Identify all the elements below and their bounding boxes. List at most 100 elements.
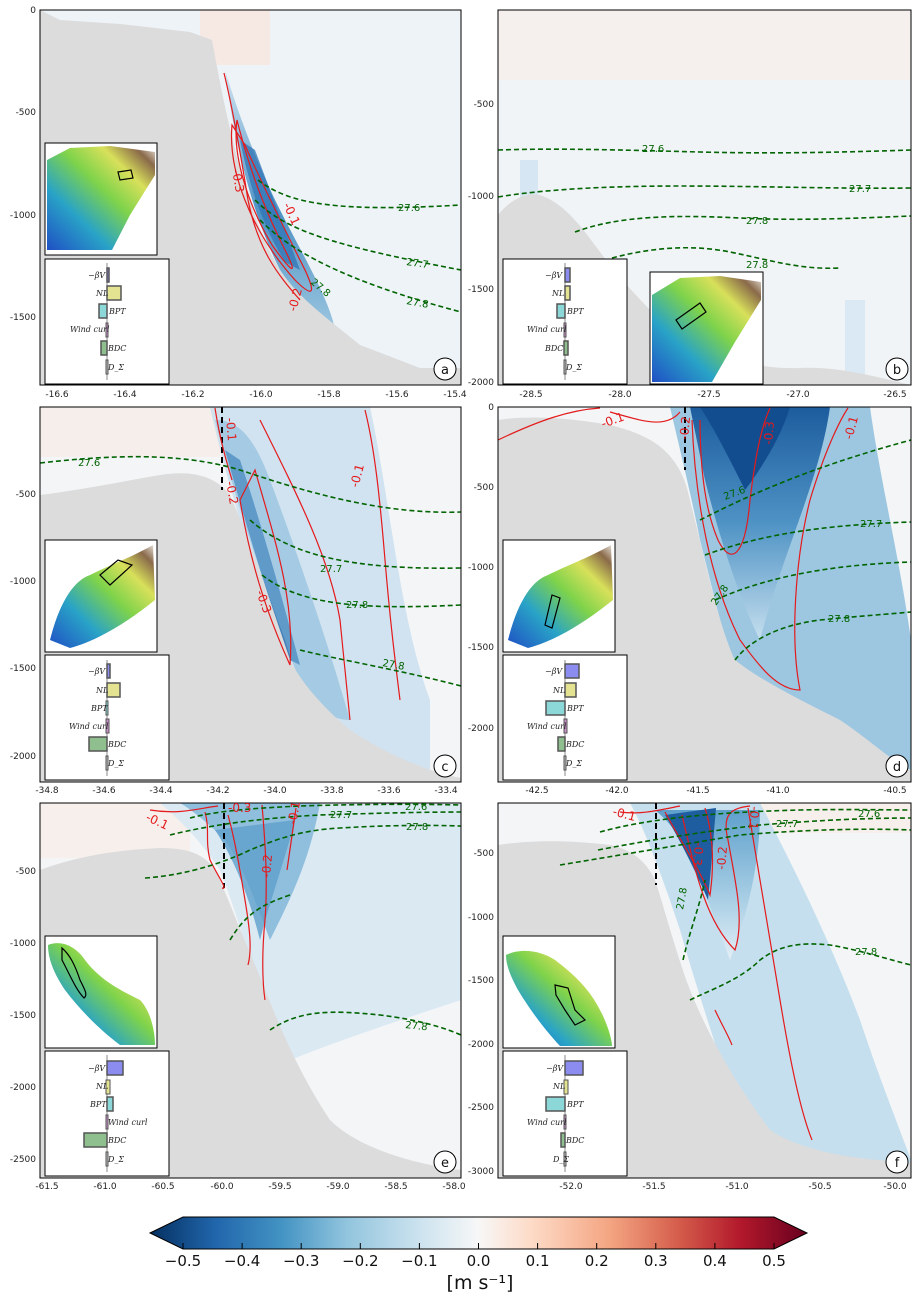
panel-c-xtick: -34.4 <box>149 786 173 796</box>
panel-f-bar-label: BDC <box>565 1136 584 1145</box>
panel-c-bar-label: D_Σ <box>107 759 124 768</box>
panel-d-ytick: -500 <box>474 483 495 493</box>
panel-e-letter: e <box>441 1156 449 1171</box>
panel-e-xtick: -58.0 <box>442 1182 466 1192</box>
panel-a-bar-label: BPT <box>108 307 126 316</box>
panel-c-xtick: -34.0 <box>263 786 287 796</box>
colorbar: −0.5 −0.4 −0.3 −0.2 −0.1 0.0 0.1 0.2 0.3 0.4 0.5 [… <box>148 1216 809 1294</box>
panel-c-letter: c <box>441 760 448 775</box>
panel-f-green-label: 27.8 <box>675 887 690 911</box>
panel-d-xtick: -42.0 <box>605 786 629 796</box>
panel-e-ytick: -1500 <box>10 1011 36 1021</box>
panel-c-green-label: 27.7 <box>320 564 342 575</box>
colorbar-tick-label: 0.2 <box>585 1252 609 1270</box>
panel-a-ytick: 0 <box>30 6 36 16</box>
panel-a-xtick: -16.6 <box>45 390 69 400</box>
panel-b-green-label: 27.8 <box>746 260 768 271</box>
panel-b-ytick: -1500 <box>468 285 494 295</box>
panel-d-red-label: -0.3 <box>761 421 777 446</box>
panel-a-red-label: -0.2 <box>285 287 305 313</box>
panel-f-red-label: -0.3 <box>690 842 706 867</box>
panel-a-xtick: -15.4 <box>443 390 467 400</box>
panel-d-bar-label: NL <box>552 686 565 695</box>
panel-a: -0.3 -0.1 -0.2 27.6 27.7 27.8 27.8 −βV N… <box>10 6 467 400</box>
panel-b-green-label: 27.8 <box>746 216 768 227</box>
panel-e-xtick: -59.5 <box>268 1182 291 1192</box>
panel-e-bar-label: Wind curl <box>108 1118 148 1127</box>
panel-a-xtick: -16.2 <box>181 390 204 400</box>
panel-e-red-label: -0.3 <box>228 801 251 815</box>
panel-d-xtick: -42.5 <box>525 786 548 796</box>
panel-c-bar-label: −βV <box>88 667 106 676</box>
panel-b-bar-label: Wind curl <box>527 325 567 334</box>
colorbar-tick-label: 0.1 <box>526 1252 550 1270</box>
panel-a-green-label: 27.7 <box>406 257 430 271</box>
panel-d-green-label: 27.8 <box>828 614 850 625</box>
panel-f-red-label: -0.1 <box>746 806 762 831</box>
panel-b: 27.6 27.7 27.8 27.8 −βV NL BPT Wind curl… <box>468 9 912 400</box>
panel-a-letter: a <box>441 363 449 378</box>
panel-b-bar-label: BPT <box>566 307 584 316</box>
panel-c-bar-label: NL <box>95 686 108 695</box>
panel-a-xtick: -15.6 <box>385 390 409 400</box>
panel-b-bar-label: NL <box>551 289 564 298</box>
panel-d-green-label: 27.7 <box>860 519 882 530</box>
panel-c-bar-label: BDC <box>107 740 126 749</box>
panel-f-red-label: -0.1 <box>611 804 637 824</box>
panel-f-bar-label: −βV <box>546 1064 564 1073</box>
panel-e-green-label: 27.8 <box>406 822 428 833</box>
panel-e-ytick: -2000 <box>10 1083 36 1093</box>
colorbar-tick-label: 0.0 <box>467 1252 491 1270</box>
panel-d-bar-label: BPT <box>566 704 584 713</box>
panel-f-ytick: -3000 <box>468 1167 494 1177</box>
colorbar-tick-label: −0.3 <box>283 1252 319 1270</box>
panel-b-green-label: 27.6 <box>642 144 664 155</box>
panel-e-ytick: -1000 <box>10 939 36 949</box>
panel-a-bar-label: BDC <box>107 344 126 353</box>
panel-a-bar-label: NL <box>95 289 108 298</box>
panel-f-bar-label: BPT <box>566 1100 584 1109</box>
panel-f-xtick: -52.0 <box>559 1182 583 1192</box>
panel-b-xtick: -28.5 <box>519 390 542 400</box>
colorbar-tick-label: 0.3 <box>644 1252 668 1270</box>
panel-c-xtick: -33.8 <box>320 786 344 796</box>
panel-b-bar-label: BDC <box>544 344 563 353</box>
panel-a-xtick: -15.8 <box>317 390 341 400</box>
colorbar-tick-label: −0.2 <box>342 1252 378 1270</box>
panel-c-xtick: -34.8 <box>35 786 59 796</box>
panel-c-red-label: -0.1 <box>223 417 239 442</box>
panel-a-jet <box>225 70 335 330</box>
panel-b-xtick: -26.5 <box>883 390 906 400</box>
panel-e-xtick: -60.0 <box>210 1182 234 1192</box>
panel-f-xtick: -50.0 <box>883 1182 907 1192</box>
panel-c-ytick: -1500 <box>10 664 36 674</box>
panel-f-green-label: 27.8 <box>855 947 877 958</box>
panel-e-bar-label: −βV <box>88 1064 106 1073</box>
panel-a-red-contour-2 <box>235 119 293 270</box>
panel-d-xtick: -41.5 <box>686 786 709 796</box>
panel-f-bar-label: Wind curl <box>527 1118 567 1127</box>
panel-e-red-label: -0.2 <box>259 854 275 879</box>
panel-e-green-label: 27.8 <box>405 1020 428 1033</box>
panel-e-xtick: -60.5 <box>151 1182 174 1192</box>
panel-e: -0.1 -0.3 -0.2 -0.1 27.6 27.7 27.8 27.8 … <box>10 800 466 1192</box>
panel-c-green-label: 27.8 <box>346 600 368 611</box>
panel-f-ytick: -2000 <box>468 1040 494 1050</box>
panel-f: -0.1 -0.3 -0.2 -0.1 27.6 27.7 27.8 27.8 … <box>468 802 912 1192</box>
colorbar-tick-label: 0.5 <box>762 1252 786 1270</box>
panel-b-xtick: -28.0 <box>608 390 632 400</box>
panel-f-red-label: -0.2 <box>714 846 730 871</box>
panel-a-bar-label: Wind curl <box>70 325 110 334</box>
panel-e-xtick: -61.5 <box>35 1182 58 1192</box>
panel-c-ytick: -2000 <box>10 752 36 762</box>
panel-f-green-label: 27.7 <box>776 819 798 830</box>
panel-a-xtick: -16.4 <box>113 390 137 400</box>
panel-b-green-label: 27.7 <box>849 184 871 195</box>
panel-e-bar-label: BPT <box>89 1100 107 1109</box>
panel-c-bar-label: BPT <box>90 704 108 713</box>
panel-c-green-label: 27.8 <box>381 658 405 673</box>
panel-d-bar-label: Wind curl <box>527 722 567 731</box>
panel-a-red-contour-3 <box>230 123 313 292</box>
panel-d-ytick: -1500 <box>468 643 494 653</box>
